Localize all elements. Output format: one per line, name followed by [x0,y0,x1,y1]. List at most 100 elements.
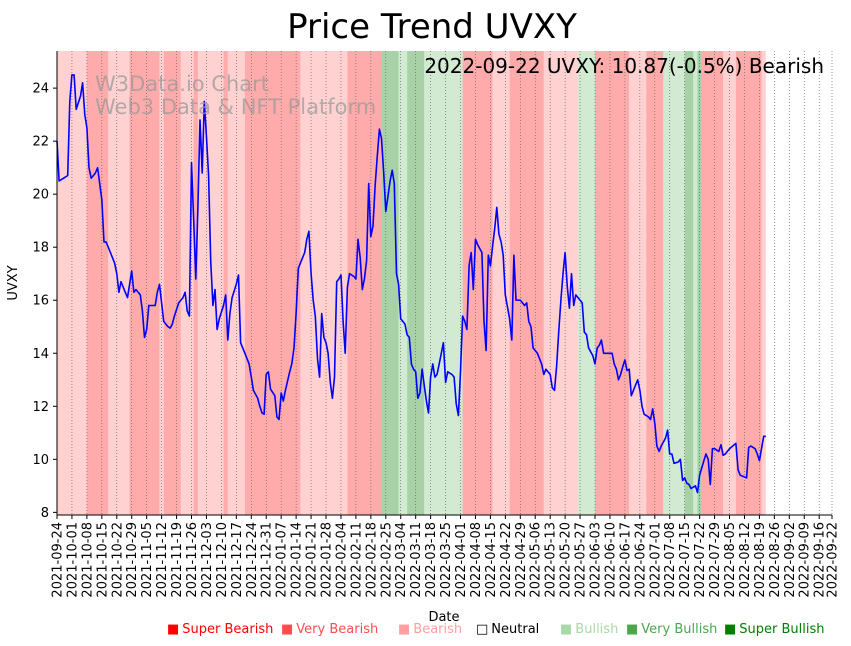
legend-entry-bullish: ■ Bullish [560,622,618,637]
regime-band-30 [701,51,724,515]
legend-marker-bullish: ■ [560,622,572,637]
x-tick-label-12: 2021-12-17 [230,522,245,598]
x-tick-label-35: 2022-05-27 [574,522,589,598]
regime-band-5 [163,51,181,515]
regime-band-23 [595,51,630,515]
x-tick-label-41: 2022-07-08 [663,522,678,598]
x-tick-label-6: 2021-11-05 [140,522,155,598]
x-tick-label-39: 2022-06-24 [633,522,648,598]
regime-band-1 [86,51,109,515]
x-tick-label-25: 2022-03-18 [424,522,439,598]
regime-band-9 [223,51,228,515]
x-tick-label-21: 2022-02-18 [364,522,379,598]
x-tick-label-7: 2021-11-12 [155,522,170,598]
legend-marker-super-bearish: ■ [167,622,179,637]
y-axis-label: UVXY [6,265,21,300]
regime-band-22 [577,51,596,515]
x-tick-label-51: 2022-09-16 [813,522,828,598]
legend-entry-super-bullish: ■ Super Bullish [724,622,825,637]
legend-label-super-bearish: Super Bearish [182,622,273,637]
x-tick-label-36: 2022-06-03 [589,522,604,598]
y-tick-label-8: 24 [32,82,49,97]
legend-entry-neutral: □ Neutral [476,622,539,637]
x-tick-label-15: 2022-01-07 [275,522,290,598]
y-tick-label-7: 22 [32,135,49,150]
legend-label-bullish: Bullish [575,622,618,637]
regime-band-7 [193,51,198,515]
x-tick-label-48: 2022-08-26 [768,522,783,598]
x-ticks: 2021-09-24 2021-10-01 2021-10-08 2021-10-15… [51,515,841,598]
x-tick-label-11: 2021-12-10 [215,522,230,598]
regime-band-3 [129,51,160,515]
legend-label-very-bullish: Very Bullish [641,622,717,637]
x-tick-label-45: 2022-08-05 [723,522,738,598]
legend-entry-very-bullish: ■ Very Bullish [626,622,717,637]
x-tick-label-46: 2022-08-12 [738,522,753,598]
y-tick-label-6: 20 [32,188,49,203]
regime-band-15 [398,51,408,515]
x-tick-label-24: 2022-03-11 [409,522,424,598]
regime-band-13 [347,51,382,515]
x-tick-label-33: 2022-05-13 [544,522,559,598]
legend-marker-neutral: □ [476,622,488,637]
x-tick-label-52: 2022-09-22 [826,522,841,598]
regime-band-8 [197,51,224,515]
y-tick-label-2: 12 [32,400,49,415]
regime-band-11 [244,51,301,515]
x-tick-label-26: 2022-03-25 [439,522,454,598]
y-ticks: 8 10 12 14 16 18 20 22 24 [32,82,57,521]
x-tick-label-44: 2022-07-29 [708,522,723,598]
vertical-gridlines [56,51,833,515]
x-tick-label-16: 2022-01-14 [290,522,305,598]
x-tick-label-22: 2022-02-25 [379,522,394,598]
legend-label-very-bearish: Very Bearish [296,622,378,637]
x-tick-label-4: 2021-10-22 [110,522,125,598]
x-tick-label-29: 2022-04-15 [484,522,499,598]
x-tick-label-1: 2021-10-01 [65,522,80,598]
y-tick-label-4: 16 [32,294,49,309]
status-text: 2022-09-22 UVXY: 10.87(-0.5%) Bearish [424,54,824,78]
x-tick-label-23: 2022-03-04 [394,522,409,598]
x-tick-label-27: 2022-04-01 [454,522,469,598]
axes [56,51,832,516]
legend-marker-very-bearish: ■ [281,622,293,637]
x-tick-label-5: 2021-10-29 [125,522,140,598]
x-tick-label-0: 2021-09-24 [51,522,66,598]
legend-label-super-bullish: Super Bullish [739,622,824,637]
x-tick-label-18: 2022-01-28 [320,522,335,598]
regime-band-27 [684,51,694,515]
regime-band-17 [424,51,463,515]
regime-bands [57,51,766,515]
legend-label-bearish: Bearish [413,622,462,637]
watermark-line-2: Web3 Data & NFT Platform [95,95,376,119]
x-tick-label-8: 2021-11-19 [170,522,185,598]
regime-band-14 [381,51,399,515]
x-tick-label-31: 2022-04-29 [514,522,529,598]
x-tick-label-9: 2021-11-26 [185,522,200,598]
x-tick-label-40: 2022-07-01 [648,522,663,598]
x-tick-label-32: 2022-05-06 [529,522,544,598]
legend-entry-bearish: ■ Bearish [398,622,462,637]
y-tick-label-1: 10 [32,453,49,468]
x-tick-label-19: 2022-02-04 [334,522,349,598]
legend-label-neutral: Neutral [491,622,539,637]
x-tick-label-42: 2022-07-15 [678,522,693,598]
legend-marker-very-bullish: ■ [626,622,638,637]
regime-band-24 [629,51,647,515]
x-tick-label-38: 2022-06-17 [618,522,633,598]
x-tick-label-2: 2021-10-08 [80,522,95,598]
x-tick-label-47: 2022-08-19 [753,522,768,598]
x-tick-label-49: 2022-09-02 [783,522,798,598]
legend: ■ Super Bearish ■ Very Bearish ■ Bearish □ N… [167,622,825,637]
x-tick-label-14: 2021-12-31 [260,522,275,598]
regime-band-33 [761,51,766,515]
x-tick-label-43: 2022-07-22 [693,522,708,598]
price-series [56,74,766,494]
x-tick-label-10: 2021-12-03 [200,522,215,598]
x-tick-label-13: 2021-12-24 [245,522,260,598]
y-tick-label-3: 14 [32,347,49,362]
x-tick-label-34: 2022-05-20 [559,522,574,598]
regime-band-32 [735,51,762,515]
y-tick-label-0: 8 [41,506,49,521]
